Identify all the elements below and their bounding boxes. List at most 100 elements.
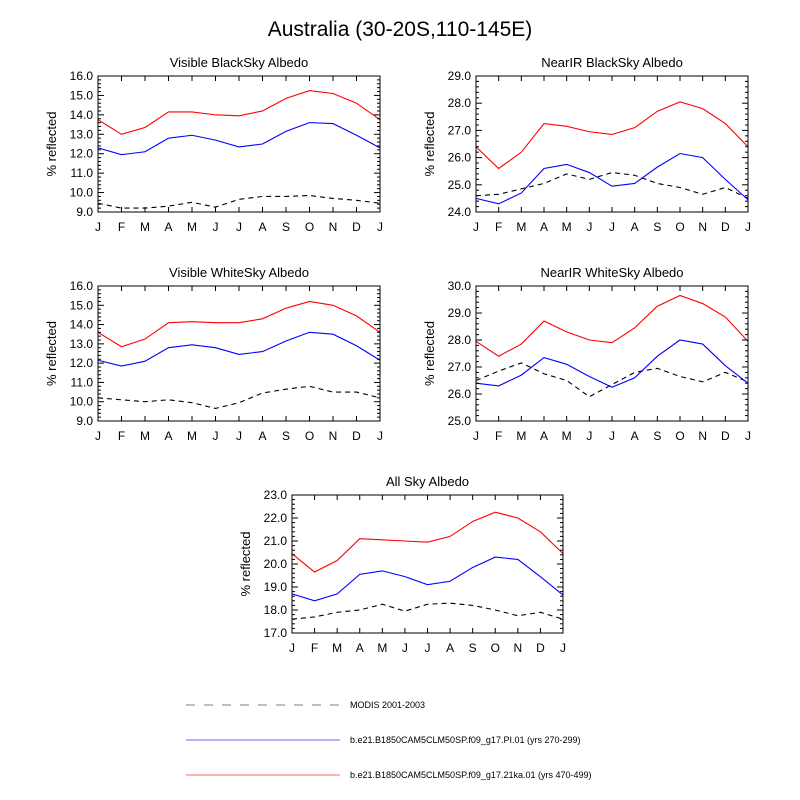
series-line-pi [97, 331, 381, 367]
y-tick-label: 21.0 [264, 534, 288, 548]
x-tick-label: F [311, 641, 318, 655]
y-tick-label: 19.0 [264, 580, 288, 594]
y-axis-label: % reflected [422, 321, 437, 386]
x-tick-label: S [282, 429, 290, 443]
legend: MODIS 2001-2003 b.e21.B1850CAM5CLM50SP.f0… [186, 700, 592, 780]
x-tick-label: J [609, 220, 615, 234]
x-tick-label: J [609, 429, 615, 443]
series-line-pi [475, 152, 749, 205]
x-tick-label: J [236, 429, 242, 443]
y-tick-label: 12.0 [70, 147, 94, 161]
x-tick-label: N [513, 641, 522, 655]
y-tick-label: 28.0 [448, 333, 472, 347]
y-tick-label: 24.0 [448, 205, 472, 219]
x-tick-label: F [118, 220, 125, 234]
y-tick-label: 29.0 [448, 69, 472, 83]
x-tick-label: S [653, 429, 661, 443]
y-tick-label: 22.0 [264, 511, 288, 525]
y-tick-label: 28.0 [448, 96, 472, 110]
x-tick-label: A [258, 220, 266, 234]
x-tick-label: D [536, 641, 545, 655]
y-tick-label: 29.0 [448, 306, 472, 320]
x-tick-label: N [698, 220, 707, 234]
x-tick-label: J [95, 429, 101, 443]
x-tick-label: D [352, 220, 361, 234]
y-tick-label: 13.0 [70, 337, 94, 351]
y-tick-label: 18.0 [264, 603, 288, 617]
x-tick-label: A [540, 429, 548, 443]
y-tick-label: 27.0 [448, 123, 472, 137]
x-tick-label: A [631, 220, 639, 234]
x-tick-label: N [329, 429, 338, 443]
y-tick-label: 26.0 [448, 387, 472, 401]
x-tick-label: F [495, 429, 502, 443]
y-tick-label: 25.0 [448, 414, 472, 428]
series-line-pi [97, 122, 381, 156]
series-line-ka21 [97, 90, 381, 135]
x-tick-label: J [95, 220, 101, 234]
x-tick-label: J [377, 429, 383, 443]
y-tick-label: 25.0 [448, 178, 472, 192]
plot-frame [97, 75, 381, 213]
x-tick-label: S [653, 220, 661, 234]
y-tick-label: 10.0 [70, 395, 94, 409]
x-tick-label: F [495, 220, 502, 234]
x-tick-label: J [586, 220, 592, 234]
y-tick-label: 26.0 [448, 151, 472, 165]
x-tick-label: J [473, 220, 479, 234]
series-line-modis [97, 385, 381, 410]
series-line-modis [475, 172, 749, 199]
x-tick-label: A [356, 641, 364, 655]
y-tick-label: 15.0 [70, 298, 94, 312]
x-tick-label: S [469, 641, 477, 655]
x-tick-label: J [425, 641, 431, 655]
y-tick-label: 20.0 [264, 557, 288, 571]
x-tick-label: J [586, 429, 592, 443]
x-tick-label: M [562, 220, 572, 234]
series-line-ka21 [475, 101, 749, 170]
plot-frame [475, 75, 749, 213]
panel-title: NearIR WhiteSky Albedo [540, 265, 683, 280]
x-tick-label: J [213, 429, 219, 443]
x-tick-label: A [258, 429, 266, 443]
panel-title: Visible BlackSky Albedo [170, 55, 309, 70]
y-tick-label: 12.0 [70, 356, 94, 370]
x-tick-label: J [236, 220, 242, 234]
panel-title: All Sky Albedo [386, 474, 469, 489]
x-tick-label: M [187, 429, 197, 443]
x-tick-label: D [352, 429, 361, 443]
x-tick-label: J [560, 641, 566, 655]
y-axis-label: % reflected [44, 321, 59, 386]
y-tick-label: 9.0 [76, 414, 93, 428]
y-axis-label: % reflected [238, 531, 253, 596]
x-tick-label: M [516, 429, 526, 443]
y-tick-label: 13.0 [70, 127, 94, 141]
x-tick-label: M [140, 220, 150, 234]
x-tick-label: J [289, 641, 295, 655]
x-tick-label: J [377, 220, 383, 234]
y-tick-label: 17.0 [264, 626, 288, 640]
x-tick-label: O [675, 429, 684, 443]
series-line-ka21 [475, 294, 749, 357]
y-tick-label: 11.0 [71, 375, 94, 389]
x-tick-label: O [305, 220, 314, 234]
x-tick-label: O [675, 220, 684, 234]
plot-frame [291, 494, 564, 634]
series-line-ka21 [97, 300, 381, 348]
x-tick-label: A [540, 220, 548, 234]
x-tick-label: O [491, 641, 500, 655]
x-tick-label: O [305, 429, 314, 443]
series-line-modis [475, 362, 749, 398]
x-tick-label: D [721, 429, 730, 443]
x-tick-label: J [402, 641, 408, 655]
x-tick-label: J [745, 220, 751, 234]
x-tick-label: A [164, 220, 172, 234]
series-line-pi [291, 556, 564, 602]
y-tick-label: 11.0 [71, 166, 94, 180]
